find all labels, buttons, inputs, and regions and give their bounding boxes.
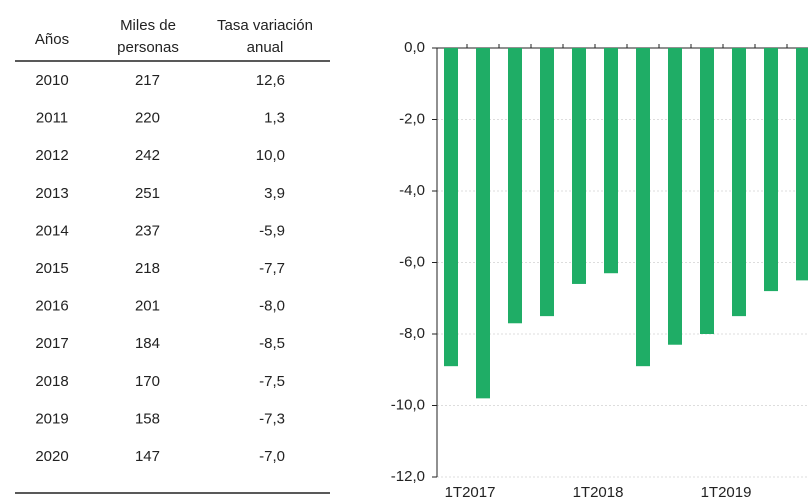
column-header: personas: [117, 39, 179, 56]
bar: [444, 48, 458, 367]
table-cell: 2020: [35, 448, 68, 465]
table-cell: 237: [135, 222, 160, 239]
bar: [572, 48, 586, 284]
table-cell: -7,7: [259, 260, 285, 277]
table-cell: 2017: [35, 335, 68, 352]
table-cell: 220: [135, 110, 160, 127]
bar: [476, 48, 490, 399]
table-cell: 10,0: [256, 147, 285, 164]
bar: [668, 48, 682, 345]
table-cell: 2015: [35, 260, 68, 277]
table-cell: 2012: [35, 147, 68, 164]
table-cell: -7,0: [259, 448, 285, 465]
table-cell: 251: [135, 185, 160, 202]
bar: [764, 48, 778, 292]
y-tick-label: -12,0: [391, 468, 425, 485]
table-cell: 184: [135, 335, 160, 352]
column-header: Años: [35, 31, 69, 48]
bar: [508, 48, 522, 324]
table-cell: 2013: [35, 185, 68, 202]
table-cell: 2018: [35, 373, 68, 390]
y-tick-label: 0,0: [404, 39, 425, 56]
table-cell: -7,3: [259, 410, 285, 427]
table-cell: -8,5: [259, 335, 285, 352]
y-tick-label: -10,0: [391, 396, 425, 413]
bar: [796, 48, 808, 281]
x-tick-label: 1T2017: [445, 484, 496, 500]
table-cell: -5,9: [259, 222, 285, 239]
table-cell: 1,3: [264, 110, 285, 127]
table-cell: 217: [135, 72, 160, 89]
table-cell: 242: [135, 147, 160, 164]
table-cell: 2019: [35, 410, 68, 427]
table-cell: 158: [135, 410, 160, 427]
table-cell: 2011: [36, 110, 68, 127]
column-header: Tasa variación: [217, 17, 313, 34]
table-cell: 218: [135, 260, 160, 277]
x-tick-label: 1T2018: [573, 484, 624, 500]
table-cell: -7,5: [259, 373, 285, 390]
column-header: Miles de: [120, 17, 176, 34]
table-cell: 201: [135, 298, 160, 315]
y-tick-label: -8,0: [399, 325, 425, 342]
column-header: anual: [247, 39, 284, 56]
table-cell: 2016: [35, 298, 68, 315]
y-tick-label: -2,0: [399, 110, 425, 127]
y-tick-label: -4,0: [399, 182, 425, 199]
table-cell: 3,9: [264, 185, 285, 202]
table-cell: 170: [135, 373, 160, 390]
y-tick-label: -6,0: [399, 253, 425, 270]
table-cell: -8,0: [259, 298, 285, 315]
bar: [636, 48, 650, 367]
x-tick-label: 1T2019: [701, 484, 752, 500]
bar: [604, 48, 618, 274]
bar: [732, 48, 746, 317]
bar: [540, 48, 554, 317]
bar: [700, 48, 714, 334]
table-cell: 2010: [35, 72, 68, 89]
table-cell: 147: [135, 448, 160, 465]
table-cell: 12,6: [256, 72, 285, 89]
table-cell: 2014: [35, 222, 68, 239]
